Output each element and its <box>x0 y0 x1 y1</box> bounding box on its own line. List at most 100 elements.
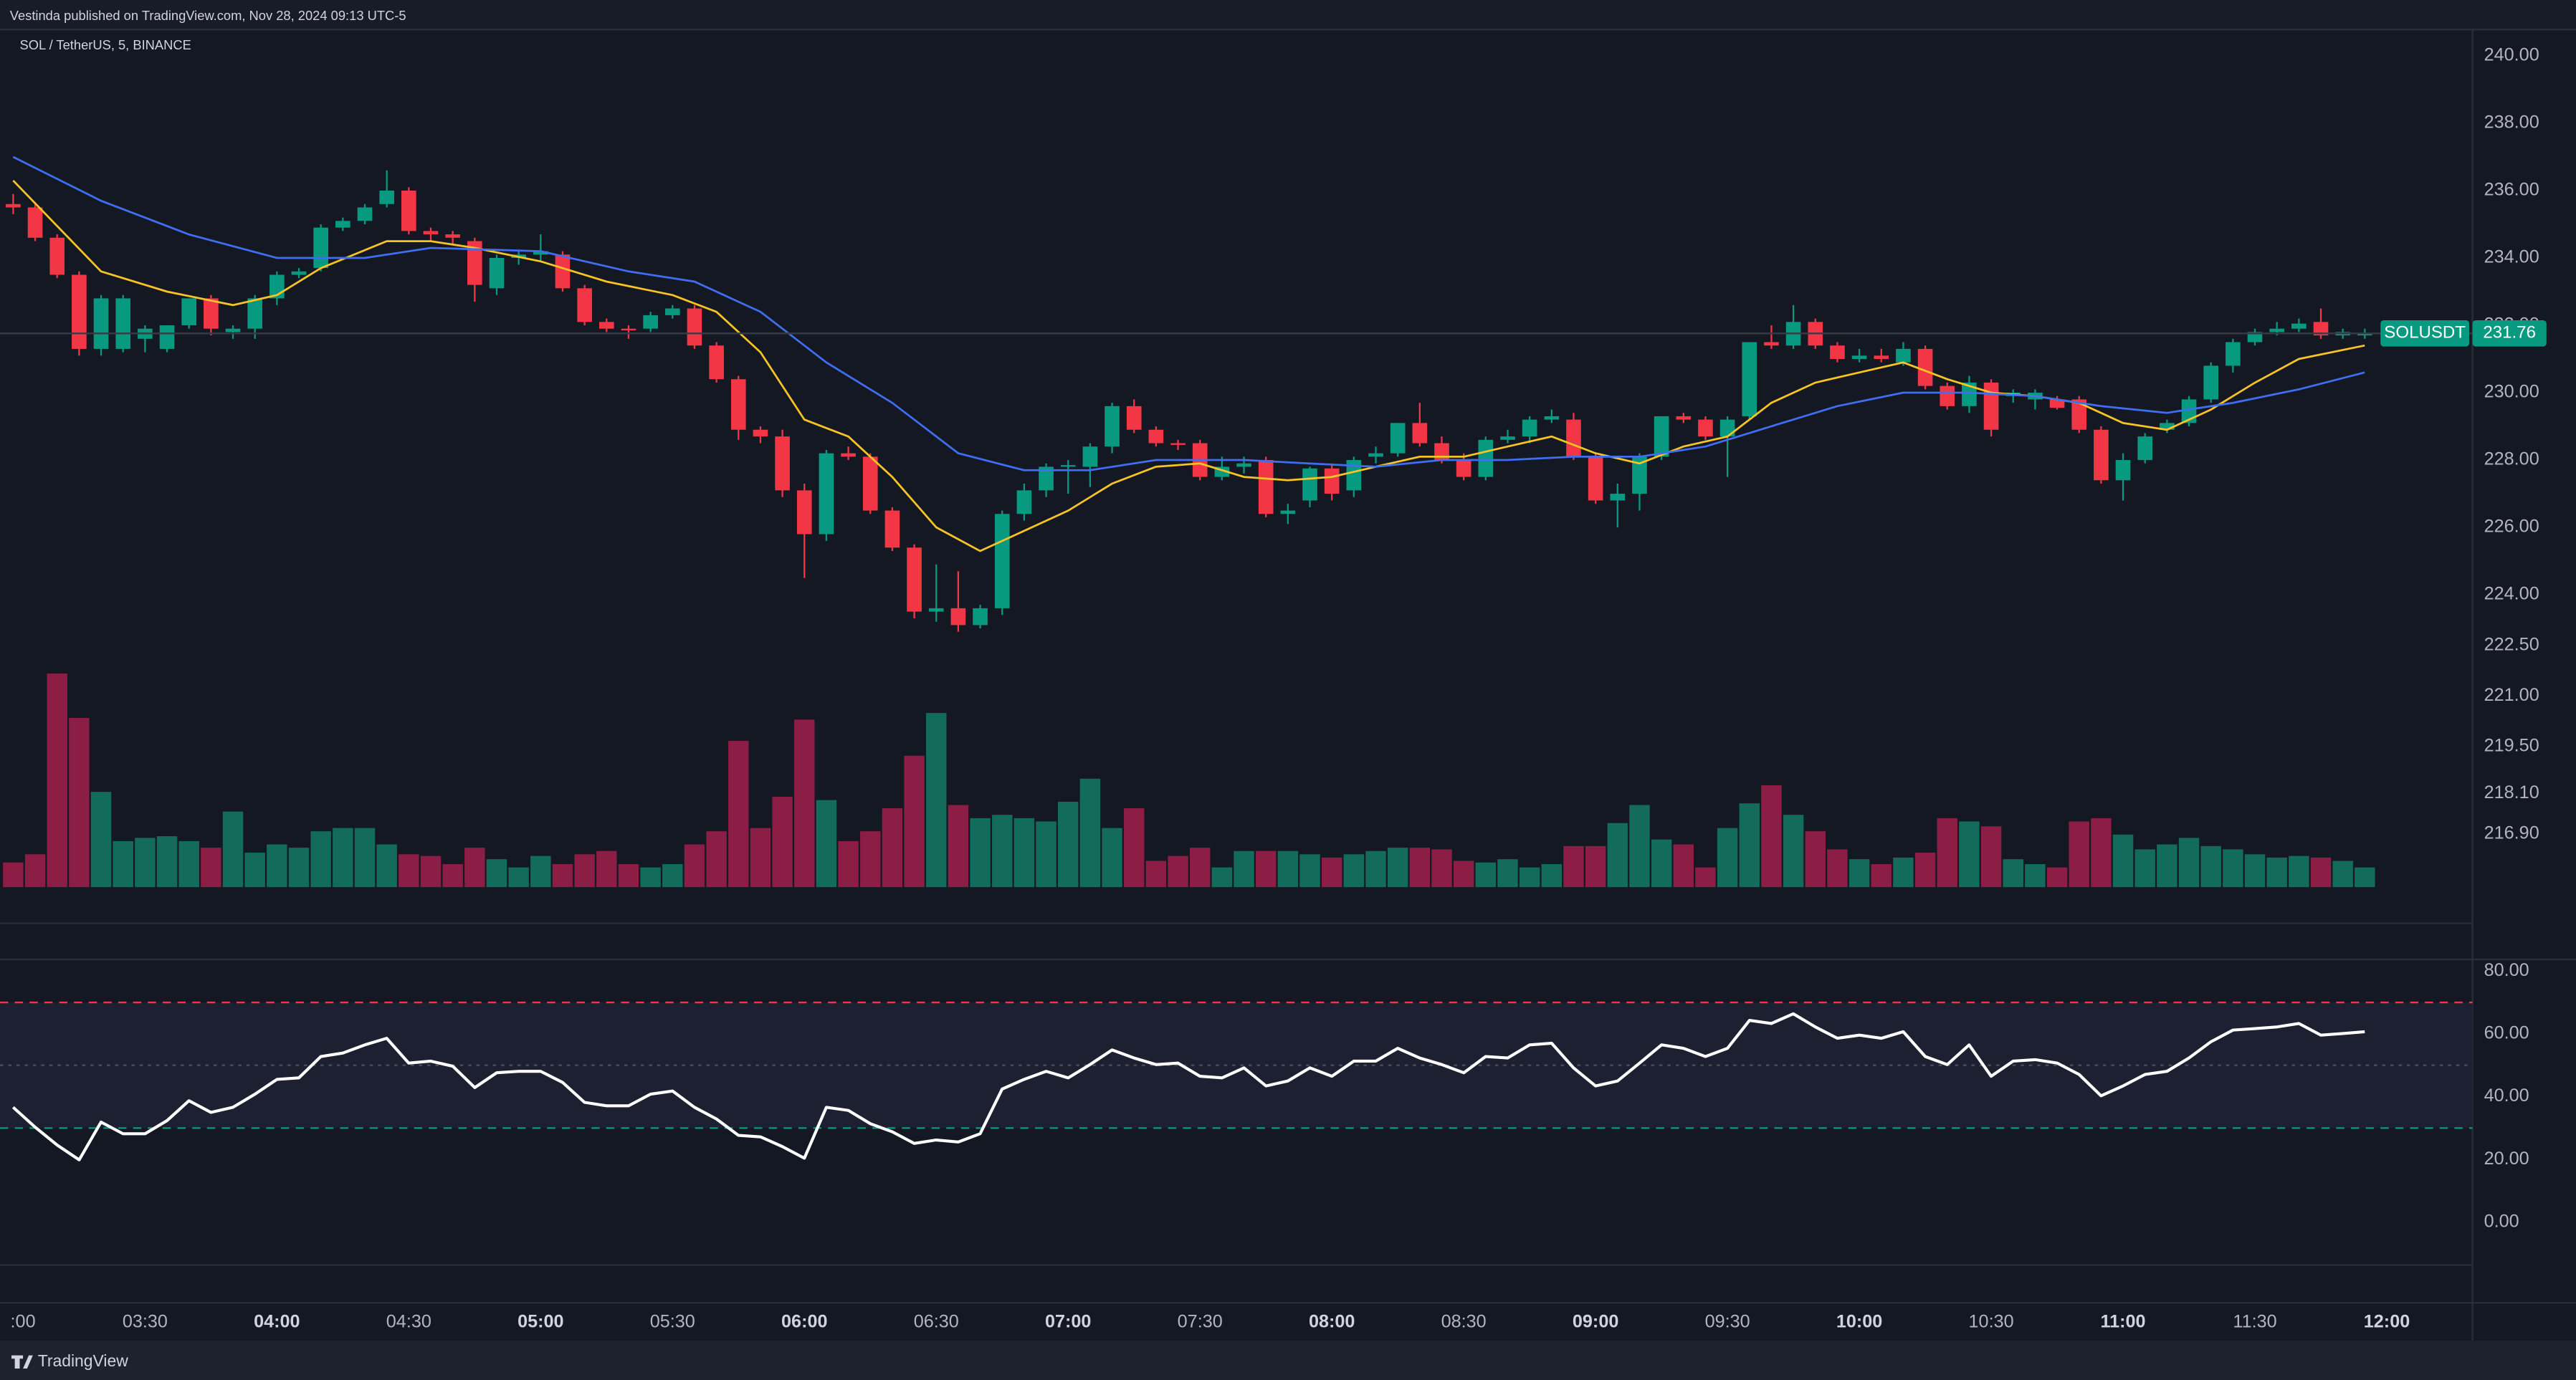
candle-body <box>2049 399 2065 408</box>
volume-bar <box>244 852 265 888</box>
volume-bar <box>222 811 244 888</box>
volume-bar <box>310 831 331 888</box>
candle-body <box>1851 355 1867 360</box>
volume-bar <box>684 844 705 888</box>
volume-bar <box>750 828 771 888</box>
x-tick-label: 12:00 <box>2364 1311 2410 1331</box>
candle-body <box>247 298 263 329</box>
volume-bar <box>267 844 287 888</box>
volume-bar <box>135 838 156 888</box>
candle-body <box>2357 333 2372 336</box>
candle-body <box>1632 456 1647 494</box>
candle-body <box>1917 348 1933 386</box>
x-tick-label: 04:00 <box>254 1311 300 1331</box>
x-tick-label: 03:30 <box>123 1311 168 1331</box>
x-tick-label: 11:30 <box>2233 1311 2276 1331</box>
volume-bar <box>618 864 639 888</box>
candle-body <box>577 288 592 322</box>
volume-bar <box>1651 839 1672 888</box>
volume-bar <box>992 815 1013 888</box>
footer-brand: TradingView <box>38 1351 128 1370</box>
candle-body <box>1830 345 1845 360</box>
volume-bar <box>1079 778 1101 888</box>
candle-body <box>1456 460 1471 477</box>
candle-body <box>907 547 922 612</box>
volume-bar <box>1299 854 1320 888</box>
candle-body <box>2291 323 2307 329</box>
candle-body <box>1258 460 1274 514</box>
volume-bar <box>2200 845 2221 888</box>
volume-bar <box>1058 801 1079 888</box>
y-tick-label: 221.00 <box>2484 685 2539 705</box>
volume-bar <box>2223 849 2243 888</box>
candle-body <box>1236 463 1251 467</box>
candle-body <box>93 298 109 349</box>
y-tick-label: 228.00 <box>2484 449 2539 469</box>
volume-bar <box>442 864 463 888</box>
volume-bar <box>1585 845 1606 888</box>
volume-bar <box>333 828 353 888</box>
volume-bar <box>640 867 661 888</box>
candle-body <box>2137 436 2153 461</box>
volume-bar <box>1409 848 1431 888</box>
volume-bar <box>860 831 881 888</box>
x-tick-label: 06:00 <box>781 1311 827 1331</box>
y-tick-label: 234.00 <box>2484 247 2539 267</box>
candle-body <box>973 608 988 626</box>
volume-bar <box>2112 834 2134 888</box>
candle-body <box>1588 456 1603 501</box>
y-tick-label: 226.00 <box>2484 517 2539 537</box>
volume-bar <box>1343 854 1365 888</box>
volume-bar <box>948 805 969 888</box>
candle-body <box>709 345 724 380</box>
volume-bar <box>420 856 442 888</box>
x-tick-label: 10:30 <box>1969 1311 2014 1331</box>
y-tick-label: 20.00 <box>2484 1149 2529 1169</box>
volume-bar <box>1695 867 1716 888</box>
candle-body <box>445 234 460 238</box>
candle-body <box>1324 468 1340 494</box>
symbol-title: SOL / TetherUS, 5, BINANCE <box>20 37 191 52</box>
volume-bar <box>1255 850 1277 888</box>
candle-body <box>621 328 636 331</box>
volume-bar <box>1387 848 1408 888</box>
candle-body <box>357 207 373 221</box>
volume-bar <box>1739 803 1760 888</box>
volume-bar <box>178 840 199 888</box>
volume-bar <box>90 792 112 888</box>
volume-bar <box>201 848 221 888</box>
volume-bar <box>706 831 727 888</box>
candle-body <box>950 608 966 626</box>
volume-bar <box>1211 867 1233 888</box>
candle-body <box>1302 468 1317 501</box>
volume-bar <box>662 864 683 888</box>
moving-average <box>12 155 2365 471</box>
volume-bar <box>354 828 376 888</box>
candle-body <box>225 328 241 332</box>
volume-bar <box>596 850 617 888</box>
candle-body <box>489 257 505 289</box>
volume-bar <box>1519 867 1540 888</box>
candle-body <box>1478 439 1494 477</box>
volume-bar <box>508 867 529 888</box>
volume-bar <box>1827 849 1848 888</box>
volume-bar <box>728 741 749 888</box>
candle-body <box>1610 494 1626 501</box>
volume-bar <box>464 848 485 888</box>
volume-bar <box>1036 821 1056 888</box>
volume-bar <box>1980 826 2002 888</box>
candle-body <box>1148 429 1164 444</box>
y-tick-label: 238.00 <box>2484 112 2539 133</box>
volume-bar <box>1124 808 1145 888</box>
volume-bar <box>1914 852 1936 888</box>
y-tick-label: 222.50 <box>2484 634 2539 654</box>
candle-body <box>730 379 746 430</box>
volume-bar <box>1475 862 1497 888</box>
candle-body <box>1082 446 1098 467</box>
candle-body <box>1060 465 1076 467</box>
volume-bar <box>156 836 178 888</box>
x-tick-label: 09:00 <box>1573 1311 1618 1331</box>
candle-body <box>2115 460 2131 481</box>
candle-body <box>2226 342 2241 366</box>
volume-bar <box>288 848 310 888</box>
